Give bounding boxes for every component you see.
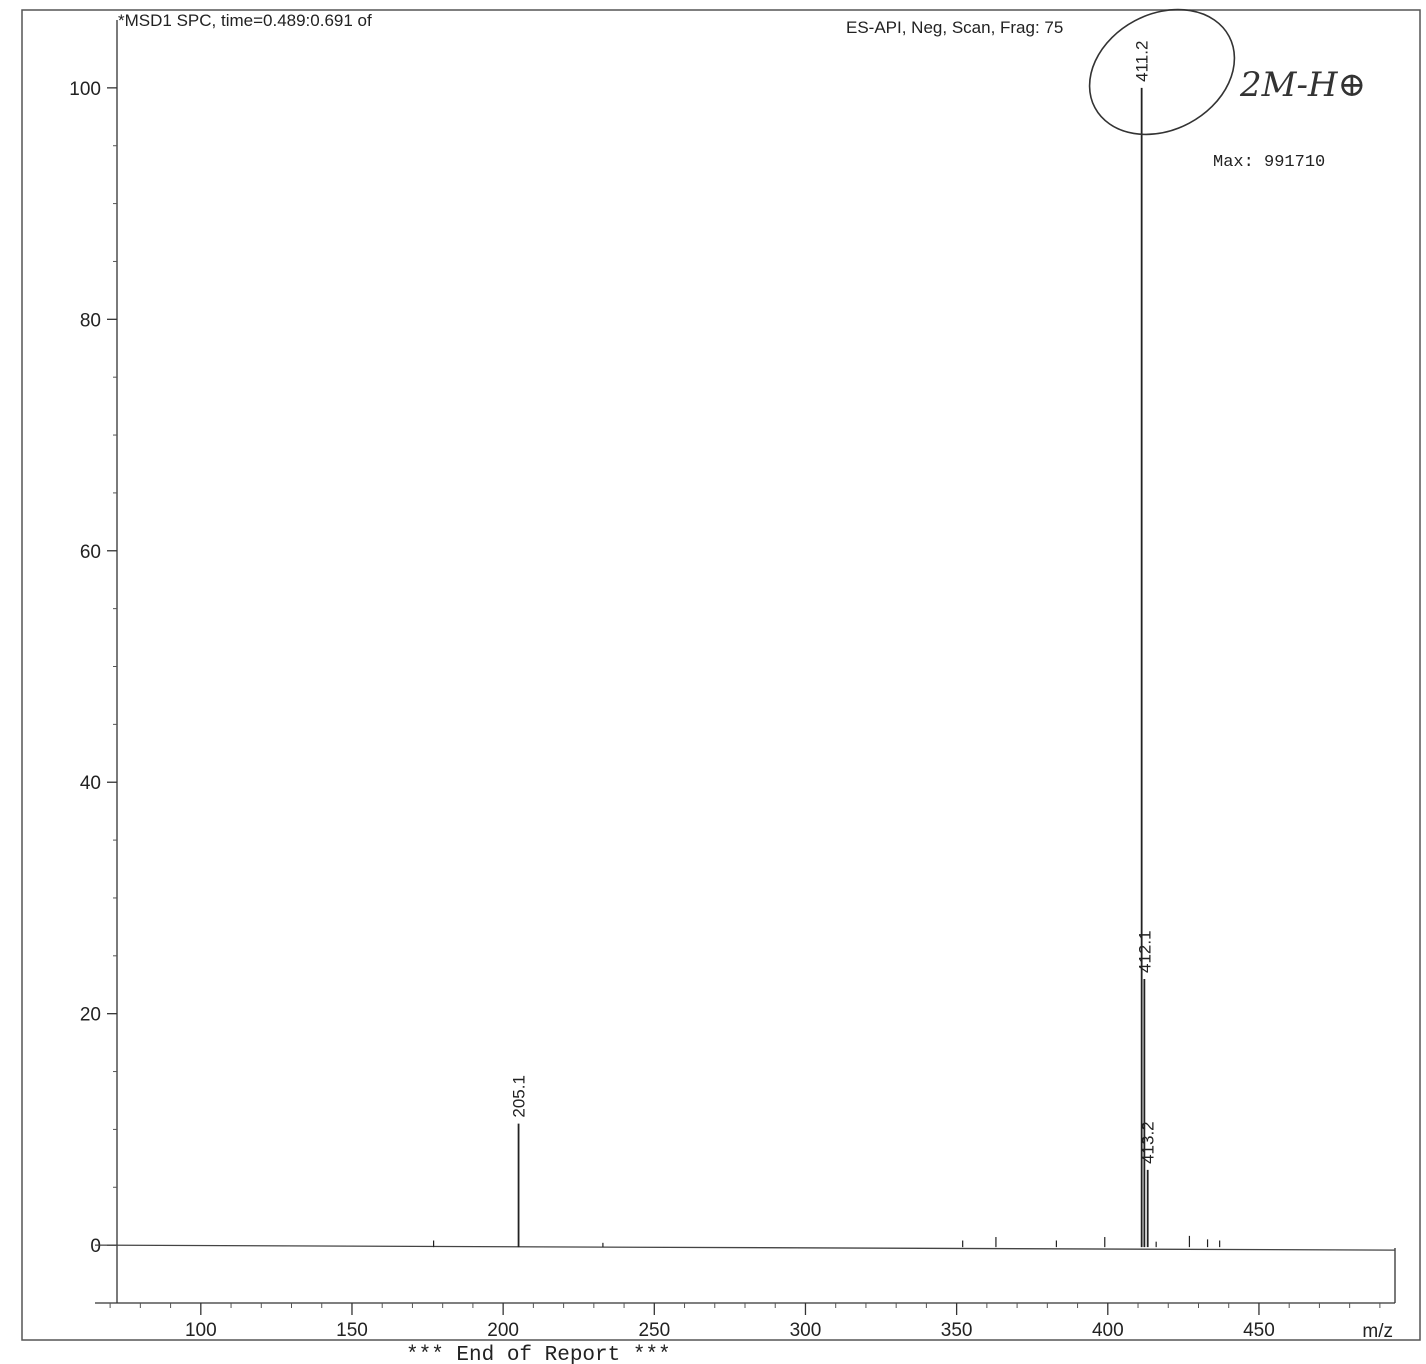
x-tick-label: 350 xyxy=(941,1320,973,1341)
y-tick-label: 80 xyxy=(80,310,101,331)
spectrum-title: *MSD1 SPC, time=0.489:0.691 of xyxy=(118,11,372,30)
x-axis-label: m/z xyxy=(1362,1321,1393,1342)
peaks xyxy=(94,87,1396,1251)
y-tick-label: 100 xyxy=(69,79,101,100)
plot-frame xyxy=(21,9,1421,1341)
y-tick-label: 0 xyxy=(90,1236,101,1257)
axes: 0 20 40 60 80 100 100 150 200 250 300 350 400 450 m/z xyxy=(69,20,1396,1342)
hand-drawn-circle xyxy=(1088,8,1236,136)
peak-label-412.1: 412.1 xyxy=(1135,930,1154,973)
max-intensity-label: Max: 991710 xyxy=(1213,153,1325,172)
peak-label-413.2: 413.2 xyxy=(1139,1121,1158,1164)
acquisition-method: ES-API, Neg, Scan, Frag: 75 xyxy=(846,18,1063,37)
x-tick-label: 250 xyxy=(638,1320,670,1341)
y-tick-label: 20 xyxy=(80,1005,101,1026)
handwritten-note: 2M-H⊕ xyxy=(1239,65,1366,105)
x-tick-label: 300 xyxy=(790,1320,822,1341)
x-tick-label: 100 xyxy=(185,1320,217,1341)
y-tick-label: 60 xyxy=(80,542,101,563)
x-tick-label: 450 xyxy=(1243,1320,1275,1341)
x-tick-label: 400 xyxy=(1092,1320,1124,1341)
y-tick-label: 40 xyxy=(80,773,101,794)
end-of-report: *** End of Report *** xyxy=(406,1344,671,1364)
baseline xyxy=(94,1244,1396,1251)
peak-labels: 205.1 411.2 412.1 413.2 xyxy=(510,41,1158,1164)
peak-label-205.1: 205.1 xyxy=(510,1075,529,1118)
x-tick-label: 150 xyxy=(336,1320,368,1341)
x-tick-label: 200 xyxy=(487,1320,519,1341)
peak-label-411.2: 411.2 xyxy=(1133,41,1152,82)
